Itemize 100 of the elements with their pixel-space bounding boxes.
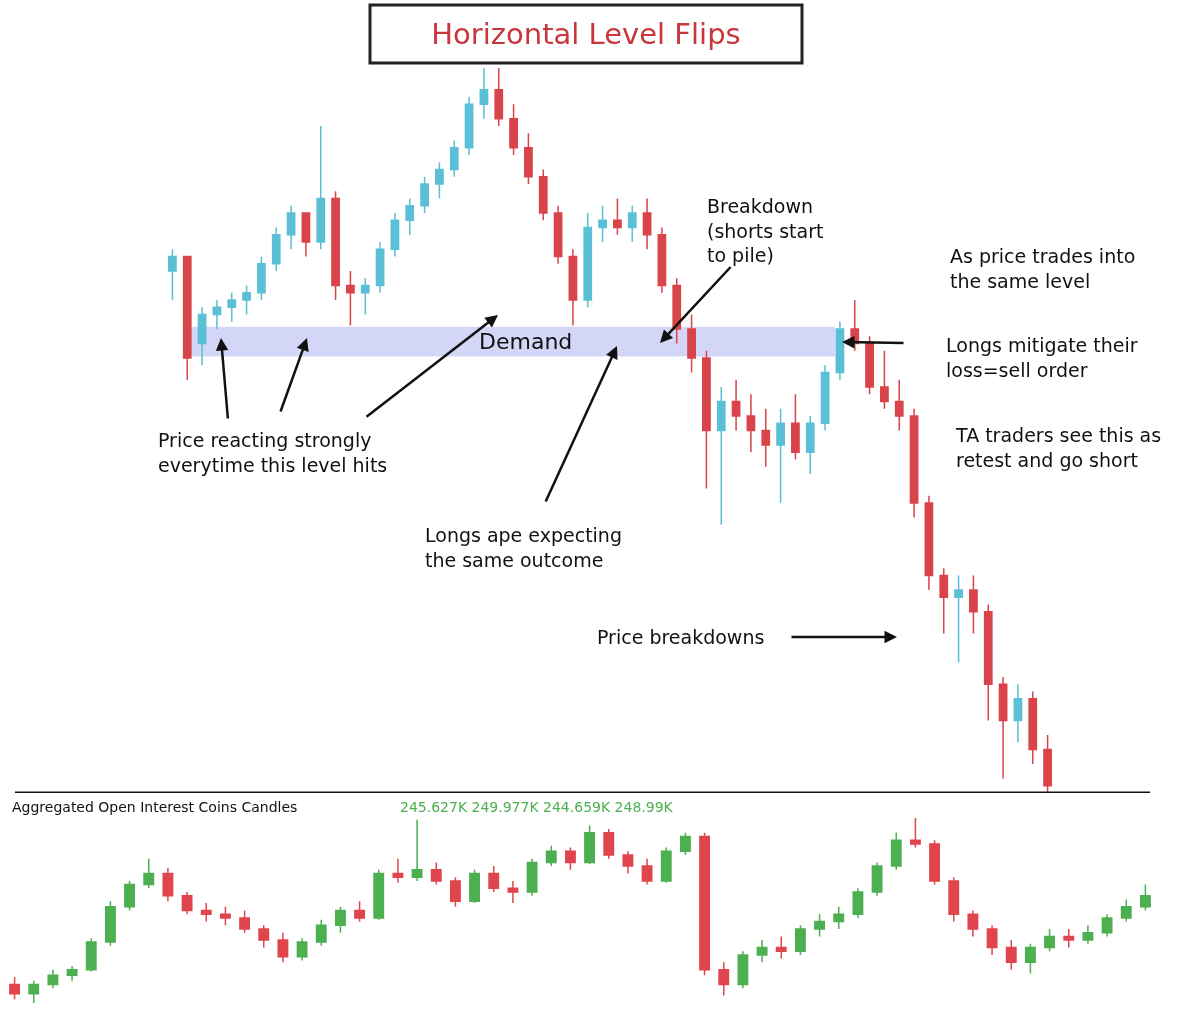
- candlestick: [524, 132, 533, 185]
- candlestick: [239, 909, 251, 934]
- candlestick: [894, 379, 904, 432]
- candlestick: [613, 197, 622, 236]
- candlestick: [598, 205, 607, 243]
- candlestick: [622, 850, 634, 875]
- candlestick: [820, 364, 830, 432]
- candlestick: [775, 935, 787, 960]
- candlestick: [794, 924, 806, 956]
- candlestick: [627, 205, 637, 243]
- candlestick: [642, 197, 652, 250]
- candlestick: [430, 861, 442, 886]
- candlestick: [929, 839, 941, 886]
- candlestick: [954, 574, 963, 664]
- candlestick: [909, 818, 921, 849]
- candlestick: [852, 887, 864, 919]
- candlestick: [948, 876, 960, 923]
- annotation: Longs mitigate their loss=sell order: [946, 334, 1138, 381]
- annotation: As price trades into the same level: [950, 245, 1136, 292]
- candlestick: [909, 408, 919, 519]
- candlestick: [360, 277, 370, 316]
- candlestick: [331, 190, 340, 301]
- candlestick: [509, 103, 518, 156]
- candlestick: [890, 832, 902, 871]
- candlestick: [301, 212, 311, 258]
- candlestick: [464, 96, 474, 156]
- candlestick: [538, 168, 548, 221]
- candlestick: [657, 226, 667, 294]
- candlestick: [983, 603, 993, 722]
- candlestick: [583, 212, 593, 308]
- candlestick: [507, 880, 519, 904]
- annotation: Price breakdowns: [597, 626, 765, 648]
- candlestick: [1101, 913, 1113, 938]
- candlestick: [969, 574, 978, 635]
- candlestick: [212, 299, 222, 330]
- candlestick: [880, 350, 889, 410]
- candlestick: [449, 139, 459, 178]
- candlestick: [354, 900, 366, 923]
- candlestick: [28, 980, 40, 1003]
- candlestick: [124, 880, 136, 912]
- candlestick: [271, 226, 281, 272]
- candlestick: [1139, 883, 1151, 912]
- candlestick: [9, 976, 21, 1001]
- candlestick: [227, 292, 237, 323]
- annotation: Price reacting strongly everytime this level hits: [158, 429, 388, 476]
- candlestick: [373, 869, 385, 921]
- candlestick: [737, 950, 749, 989]
- candlestick: [200, 902, 212, 923]
- candlestick: [731, 379, 741, 432]
- candlestick: [47, 968, 59, 989]
- candlestick: [641, 857, 653, 886]
- candlestick: [699, 832, 711, 976]
- candlestick: [553, 205, 563, 265]
- text: 245.627K 249.977K 244.659K 248.99K: [400, 799, 674, 815]
- candlestick: [296, 937, 308, 962]
- chart-title: Horizontal Level Flips: [431, 17, 741, 52]
- candlestick: [449, 876, 461, 908]
- candlestick: [998, 676, 1008, 780]
- candlestick: [835, 321, 845, 381]
- candlestick: [242, 284, 251, 316]
- candlestick: [814, 913, 826, 938]
- candlestick: [390, 212, 400, 258]
- candlestick: [1082, 924, 1094, 945]
- candlestick: [104, 900, 116, 947]
- candlestick: [1063, 928, 1075, 949]
- candlestick: [162, 867, 174, 902]
- candlestick: [405, 197, 415, 236]
- candlestick: [469, 869, 481, 904]
- candlestick: [568, 248, 578, 327]
- candlestick: [479, 68, 489, 120]
- candlestick: [168, 248, 177, 301]
- candlestick: [197, 306, 207, 366]
- candlestick: [1120, 898, 1132, 923]
- candlestick: [718, 961, 730, 997]
- band-label: Demand: [479, 329, 573, 354]
- candlestick: [924, 495, 934, 591]
- candlestick: [660, 846, 672, 884]
- candlestick: [584, 824, 596, 865]
- candlestick: [716, 386, 726, 526]
- candlestick: [833, 906, 845, 930]
- candlestick: [277, 931, 289, 964]
- candlestick: [791, 393, 800, 461]
- candlestick: [1028, 690, 1038, 765]
- candlestick: [603, 828, 615, 860]
- candlestick: [865, 335, 874, 395]
- candlestick: [334, 906, 346, 934]
- candlestick: [687, 313, 696, 374]
- candlestick: [411, 819, 423, 882]
- candlestick: [181, 891, 193, 915]
- candlestick: [257, 255, 266, 301]
- candlestick: [286, 205, 296, 250]
- candlestick: [805, 415, 815, 475]
- candlestick: [219, 906, 231, 927]
- candlestick: [494, 68, 504, 127]
- candlestick: [375, 241, 385, 294]
- candlestick: [1005, 939, 1017, 971]
- candlestick: [392, 857, 404, 884]
- candlestick: [182, 255, 192, 381]
- candlestick: [702, 350, 711, 490]
- candlestick: [435, 161, 444, 200]
